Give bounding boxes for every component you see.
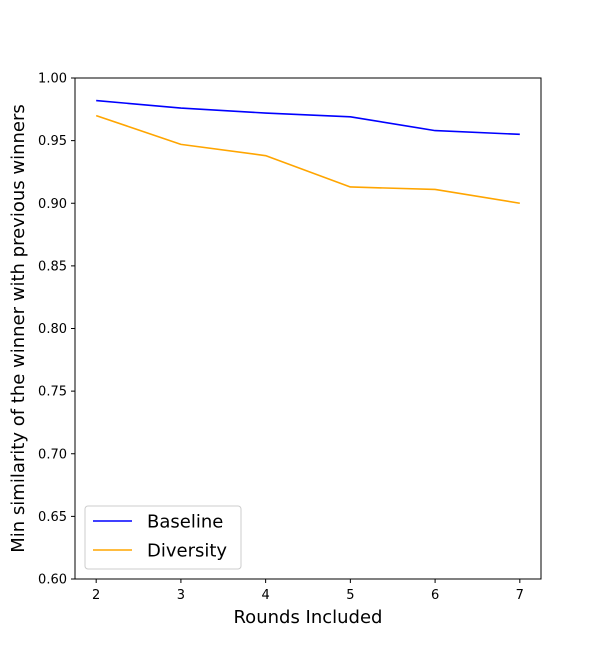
x-tick-label: 7 (516, 588, 524, 603)
x-tick-label: 4 (261, 588, 269, 603)
x-tick-label: 5 (346, 588, 354, 603)
series-lines (95, 99, 520, 205)
y-tick-label: 0.85 (38, 259, 67, 274)
x-tick-label: 3 (177, 588, 185, 603)
y-tick-label: 0.80 (38, 322, 67, 337)
y-tick-label: 0.65 (38, 510, 67, 525)
y-tick-label: 1.00 (38, 72, 67, 87)
x-axis-ticks: 2 3 4 5 6 7 (92, 579, 524, 603)
legend-label: Diversity (147, 541, 227, 562)
legend: Baseline Diversity (84, 505, 242, 570)
series-line-diversity (95, 114, 520, 205)
y-tick-label: 0.95 (38, 134, 67, 149)
legend-label: Baseline (147, 512, 223, 533)
y-tick-label: 0.90 (38, 197, 67, 212)
y-tick-label: 0.70 (38, 447, 67, 462)
series-line-baseline (96, 99, 520, 136)
y-axis-label: Min similarity of the winner with previo… (8, 104, 29, 553)
y-tick-label: 0.75 (38, 385, 67, 400)
x-tick-label: 6 (431, 588, 439, 603)
x-axis-label: Rounds Included (233, 607, 382, 628)
x-tick-label: 2 (92, 588, 100, 603)
y-axis-ticks: 0.60 0.65 0.70 0.75 0.80 0.85 0.90 0.95 1.00 (38, 72, 75, 588)
plot-area-frame (74, 77, 542, 580)
y-tick-label: 0.60 (38, 573, 67, 588)
